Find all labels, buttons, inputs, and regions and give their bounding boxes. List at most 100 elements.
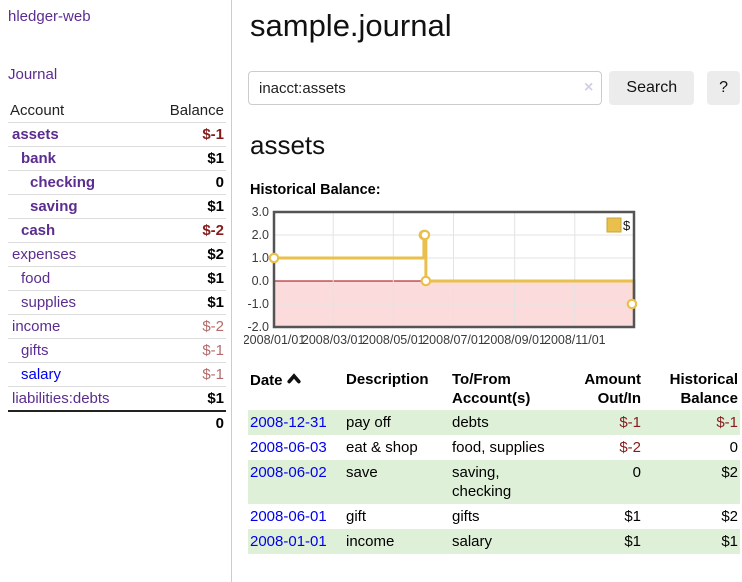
legend-swatch	[606, 217, 622, 233]
transaction-date-link[interactable]: 2008-12-31	[250, 414, 327, 431]
register-amount: 0	[632, 464, 641, 481]
data-point-marker	[626, 298, 638, 310]
transaction-date-link[interactable]: 2008-06-02	[250, 464, 327, 481]
account-link-bank[interactable]: bank	[21, 149, 57, 167]
register-row[interactable]: 2008-06-03 eat & shop food, supplies $-2 0	[248, 435, 740, 460]
plot-border	[272, 210, 636, 329]
sidebar-item-journal[interactable]: Journal	[8, 66, 58, 83]
register-row[interactable]: 2008-01-01 income salary $1 $1	[248, 529, 740, 554]
account-row: expenses $2	[8, 242, 226, 267]
register-header-balance: Historical Balance	[669, 371, 738, 407]
register-tofrom-accounts: salary	[452, 533, 493, 550]
account-link-expenses[interactable]: expenses	[12, 245, 77, 263]
account-link-cash[interactable]: cash	[21, 221, 56, 239]
main-content: sample.journal × Search ? assets Histori…	[244, 0, 740, 554]
account-link-food[interactable]: food	[21, 269, 51, 287]
register-balance: $2	[721, 508, 738, 525]
register-header-date[interactable]: Date	[248, 368, 344, 410]
help-button[interactable]: ?	[707, 71, 740, 105]
account-link-checking[interactable]: checking	[30, 173, 96, 191]
account-link-gifts[interactable]: gifts	[21, 341, 49, 359]
account-link-supplies[interactable]: supplies	[21, 293, 77, 311]
search-input[interactable]	[248, 71, 603, 105]
register-date: 2008-01-01	[248, 529, 344, 554]
accounts-header-account: Account	[10, 101, 65, 119]
account-row: supplies $1	[8, 290, 226, 315]
register-description: income	[346, 533, 395, 550]
account-row: checking 0	[8, 170, 226, 195]
register-balance: $1	[721, 533, 738, 550]
register-row[interactable]: 2008-12-31 pay off debts $-1 $-1	[248, 410, 740, 435]
chart-title: Historical Balance:	[250, 182, 381, 198]
register-description: eat & shop	[346, 439, 418, 456]
data-point-marker	[268, 252, 280, 264]
y-tick-label: 1.0	[252, 251, 269, 265]
account-balance: $1	[207, 293, 224, 311]
transaction-date-link[interactable]: 2008-06-01	[250, 508, 327, 525]
register-amount: $-2	[619, 439, 641, 456]
account-link-salary[interactable]: salary	[21, 365, 62, 383]
brand-link[interactable]: hledger-web	[8, 8, 91, 25]
register-tofrom-accounts: food, supplies	[452, 439, 545, 456]
x-tick-label: 2008/11/01	[544, 333, 606, 347]
accounts-header-balance: Balance	[169, 101, 224, 119]
account-row: saving $1	[8, 194, 226, 219]
x-tick-label: 2008/09/01	[483, 333, 546, 347]
accounts-table: Account Balance assets $-1 bank $1 checking 0…	[8, 99, 226, 435]
search-bar: × Search ?	[248, 71, 740, 105]
account-balance: $-2	[202, 221, 224, 239]
register-balance: $2	[721, 464, 738, 481]
account-balance: $-1	[202, 125, 224, 143]
register-tofrom-accounts: debts	[452, 414, 489, 431]
account-balance: $1	[207, 197, 224, 215]
y-tick-label: -1.0	[247, 297, 269, 311]
account-row: cash $-2	[8, 218, 226, 243]
register-header-row: Date Description To/From Account(s) Amou…	[248, 368, 740, 410]
register-header-amount: Amount Out/In	[584, 371, 641, 407]
account-balance: $1	[207, 149, 224, 167]
register-date: 2008-06-02	[248, 460, 344, 504]
x-tick-label: 2008/07/01	[422, 333, 485, 347]
search-button[interactable]: Search	[609, 71, 695, 105]
accounts-total-value: 0	[215, 414, 224, 432]
register-date: 2008-06-03	[248, 435, 344, 460]
historical-balance-chart: $3.0 2.0 1.0 0.0 -1.0 -2.02008/01/012008/03/0…	[244, 205, 638, 347]
transaction-date-link[interactable]: 2008-06-03	[250, 439, 327, 456]
x-tick-label: 2008/05/01	[362, 333, 425, 347]
x-tick-label: 2008/01/01	[244, 333, 305, 347]
y-tick-label: 3.0	[252, 205, 269, 219]
account-row: bank $1	[8, 146, 226, 171]
x-tick-label: 2008/03/01	[302, 333, 365, 347]
account-balance: $-1	[202, 341, 224, 359]
account-link-saving[interactable]: saving	[30, 197, 78, 215]
transaction-date-link[interactable]: 2008-01-01	[250, 533, 327, 550]
register-row[interactable]: 2008-06-02 save saving, checking 0 $2	[248, 460, 740, 504]
account-balance: $-2	[202, 317, 224, 335]
account-link-liabilities-debts[interactable]: liabilities:debts	[12, 389, 110, 407]
account-row: salary $-1	[8, 362, 226, 387]
account-balance: $1	[207, 389, 224, 407]
data-point-marker	[419, 229, 431, 241]
register-amount: $1	[624, 508, 641, 525]
account-row: income $-2	[8, 314, 226, 339]
account-balance: $-1	[202, 365, 224, 383]
account-link-assets[interactable]: assets	[12, 125, 59, 143]
data-point-marker	[420, 275, 432, 287]
sidebar: hledger-web Journal Account Balance asse…	[0, 0, 232, 582]
register-date: 2008-06-01	[248, 504, 344, 529]
account-balance: $1	[207, 269, 224, 287]
register-row[interactable]: 2008-06-01 gift gifts $1 $2	[248, 504, 740, 529]
clear-search-icon[interactable]: ×	[584, 79, 594, 96]
account-balance: 0	[215, 173, 224, 191]
register-description: save	[346, 464, 378, 481]
page-title: sample.journal	[250, 8, 452, 43]
account-row: gifts $-1	[8, 338, 226, 363]
register-balance: 0	[729, 439, 738, 456]
register-tofrom-accounts: saving, checking	[452, 464, 512, 500]
register-amount: $1	[624, 533, 641, 550]
register-balance: $-1	[716, 414, 738, 431]
account-heading: assets	[250, 130, 326, 160]
account-link-income[interactable]: income	[12, 317, 61, 335]
register-table: Date Description To/From Account(s) Amou…	[248, 368, 740, 554]
register-amount: $-1	[619, 414, 641, 431]
